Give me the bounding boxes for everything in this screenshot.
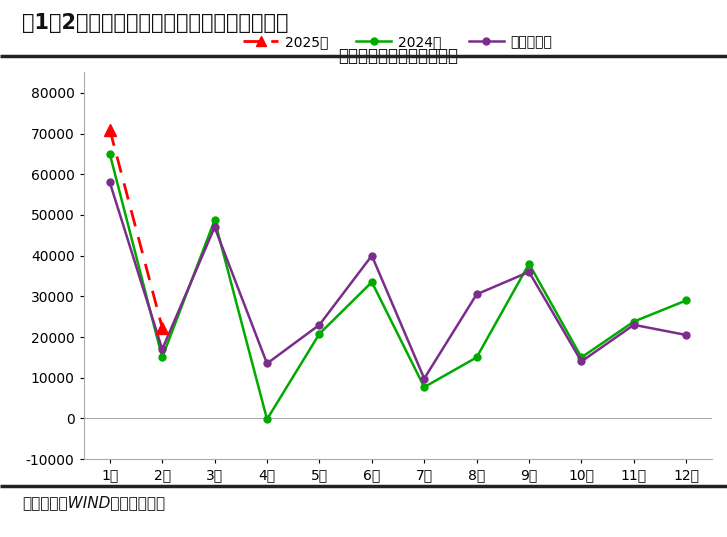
Title: 新增社会融资规模（亿元）: 新增社会融资规模（亿元） bbox=[338, 47, 458, 66]
Legend: 2025年, 2024年, 近五年均值: 2025年, 2024年, 近五年均值 bbox=[238, 29, 558, 54]
Text: 图1：2月社融增量仍高于历史和去年同期水平: 图1：2月社融增量仍高于历史和去年同期水平 bbox=[22, 13, 289, 33]
Text: 资料来源：WIND，财信研究院: 资料来源：WIND，财信研究院 bbox=[22, 495, 165, 510]
